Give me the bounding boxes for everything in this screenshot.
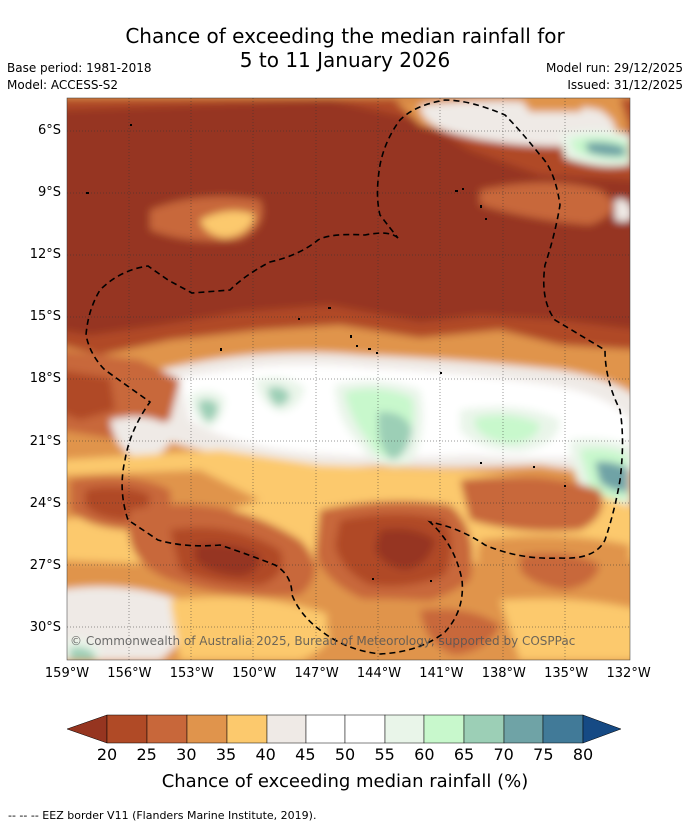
- lon-label: 138°W: [481, 666, 526, 681]
- lat-label: 15°S: [29, 309, 61, 325]
- grid-lines: [67, 98, 630, 660]
- eez-legend-footer: -- -- -- EEZ border V11 (Flanders Marine…: [8, 809, 317, 822]
- colorbar-tick: 75: [533, 745, 554, 764]
- eez-border: [85, 99, 624, 655]
- map-title-line2: 5 to 11 January 2026: [239, 48, 451, 72]
- map-area: [67, 98, 630, 660]
- lat-label: 12°S: [29, 247, 61, 263]
- colorbar-tick: 50: [334, 745, 356, 764]
- lat-label: 27°S: [29, 557, 61, 573]
- lat-label: 9°S: [37, 185, 61, 201]
- copyright-notice: © Commonwealth of Australia 2025, Bureau…: [70, 634, 576, 648]
- lon-label: 156°W: [107, 666, 152, 681]
- lon-label: 132°W: [606, 666, 651, 681]
- lon-label: 144°W: [356, 666, 402, 681]
- lon-label: 141°W: [419, 666, 464, 681]
- model-run: Model run: 29/12/2025: [545, 61, 683, 75]
- colorbar-tick: 35: [215, 745, 237, 764]
- lat-label: 30°S: [29, 619, 61, 635]
- colorbar-tick: 45: [295, 745, 316, 764]
- model-name: Model: ACCESS-S2: [7, 78, 119, 92]
- lon-label: 135°W: [544, 666, 589, 681]
- colorbar-tick: 25: [136, 745, 157, 764]
- colorbar-tick: 30: [176, 745, 197, 764]
- probability-field: [67, 98, 630, 660]
- lon-label: 147°W: [294, 666, 339, 681]
- lon-label: 159°W: [44, 666, 90, 681]
- lon-label: 153°W: [169, 666, 214, 681]
- map-title-line1: Chance of exceeding the median rainfall …: [125, 24, 565, 48]
- colorbar-tick: 80: [572, 745, 594, 764]
- issued-date: Issued: 31/12/2025: [567, 78, 683, 92]
- colorbar-tick: 65: [453, 745, 475, 764]
- colorbar-tick: 55: [374, 745, 395, 764]
- colorbar-tick: 20: [96, 745, 118, 764]
- islands: [86, 124, 566, 582]
- base-period: Base period: 1981-2018: [7, 61, 152, 75]
- colorbar-tick: 60: [414, 745, 435, 764]
- lat-label: 18°S: [29, 371, 61, 387]
- lat-label: 21°S: [29, 433, 61, 449]
- lat-label: 24°S: [29, 495, 61, 511]
- colorbar-label: Chance of exceeding median rainfall (%): [161, 771, 529, 792]
- colorbar: [66, 714, 622, 744]
- lat-label: 6°S: [37, 123, 61, 138]
- colorbar-tick: 70: [493, 745, 514, 764]
- lon-label: 150°W: [232, 666, 277, 681]
- colorbar-tick: 40: [255, 745, 276, 764]
